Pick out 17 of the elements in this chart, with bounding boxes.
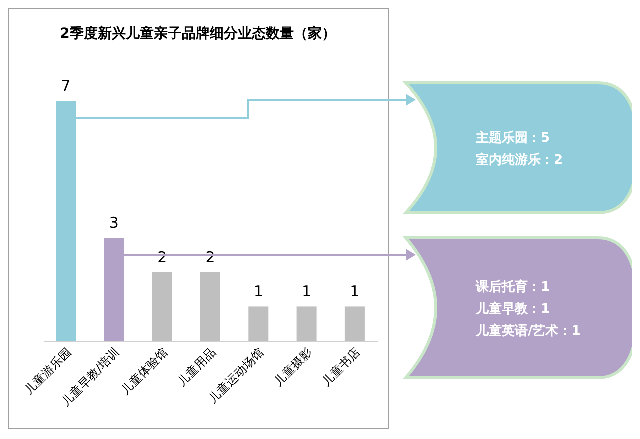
bar xyxy=(296,306,317,341)
bar xyxy=(104,238,124,341)
text: 课后托育：1 儿童早教：1 儿童英语/艺术：1 xyxy=(475,279,581,339)
data-label: 1 xyxy=(302,282,312,301)
chart-title: 2季度新兴儿童亲子品牌细分业态数量（家） xyxy=(60,25,336,42)
bar xyxy=(152,272,172,341)
data-label: 1 xyxy=(254,282,264,301)
bar xyxy=(344,306,365,341)
data-label: 7 xyxy=(61,77,71,95)
data-label: 1 xyxy=(350,282,360,301)
x-tick-label: 儿童书店 xyxy=(319,345,364,390)
text: 主题乐园：5 室内纯游乐：2 xyxy=(475,130,564,168)
data-label: 3 xyxy=(109,214,119,232)
x-tick-label: 儿童摄影 xyxy=(271,345,315,390)
bar xyxy=(248,306,269,341)
bar xyxy=(200,272,220,341)
bar xyxy=(56,101,76,341)
